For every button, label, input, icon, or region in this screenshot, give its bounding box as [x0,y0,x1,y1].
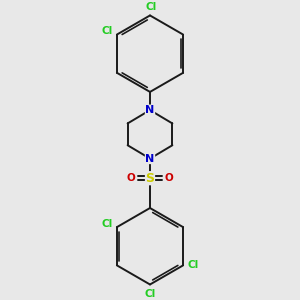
Text: Cl: Cl [101,219,112,229]
Text: Cl: Cl [145,2,157,12]
Text: Cl: Cl [101,26,113,36]
Text: N: N [146,154,154,164]
Text: Cl: Cl [144,289,156,299]
Text: S: S [146,172,154,185]
Text: N: N [146,105,154,115]
Text: O: O [165,173,173,183]
Text: Cl: Cl [188,260,199,270]
Text: O: O [127,173,135,183]
